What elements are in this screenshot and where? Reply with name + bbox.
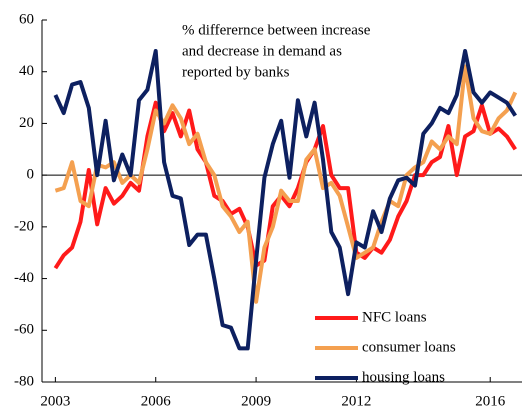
annotation: reported by banks xyxy=(182,64,290,80)
annotation: % differernce between increase xyxy=(182,22,371,38)
series-line xyxy=(53,100,517,270)
y-tick-label: -20 xyxy=(14,218,34,234)
legend-label: housing loans xyxy=(362,369,445,385)
series-line xyxy=(54,64,518,304)
x-tick-label: 2006 xyxy=(141,393,172,409)
y-tick-label: -80 xyxy=(14,373,34,389)
y-tick-label: 20 xyxy=(19,115,34,131)
legend-label: NFC loans xyxy=(362,309,427,325)
y-tick-label: -60 xyxy=(14,322,34,338)
y-tick-label: 60 xyxy=(19,11,34,27)
x-tick-label: 2009 xyxy=(241,393,271,409)
y-tick-label: -40 xyxy=(14,270,34,286)
x-tick-label: 2016 xyxy=(475,393,506,409)
y-tick-label: 0 xyxy=(27,167,35,183)
y-tick-label: 40 xyxy=(19,63,34,79)
x-tick-label: 2003 xyxy=(40,393,70,409)
series-line xyxy=(53,49,517,351)
x-tick-label: 2012 xyxy=(341,393,371,409)
legend-label: consumer loans xyxy=(362,339,456,355)
annotation: and decrease in demand as xyxy=(182,43,342,59)
